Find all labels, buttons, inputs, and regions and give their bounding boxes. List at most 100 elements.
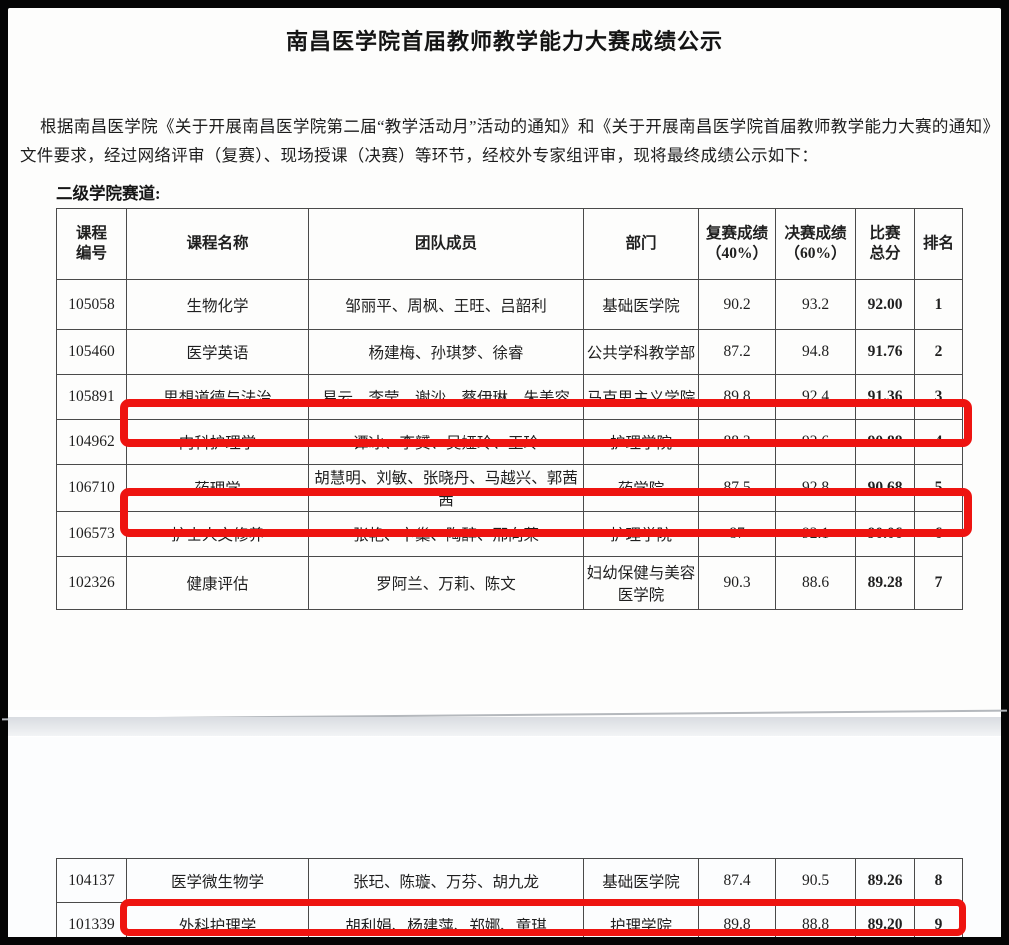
cell-course-name: 健康评估: [126, 556, 309, 610]
cell-dept: 护理学院: [583, 511, 699, 557]
table-row: 102326 健康评估 罗阿兰、万莉、陈文 妇幼保健与美容 医学院 90.3 8…: [56, 556, 963, 610]
table-row-highlighted: 101339 外科护理学 胡利娟、杨建萍、郑娜、童琪 护理学院 89.8 88.…: [56, 902, 963, 937]
cell-prelim-score: 88.3: [698, 419, 776, 465]
cell-rank: 6: [914, 511, 963, 557]
cell-total-score: 90.06: [855, 511, 915, 557]
cell-rank: 2: [914, 329, 963, 375]
cell-course-id: 104962: [56, 419, 127, 465]
header-dept: 部门: [583, 208, 699, 280]
cell-total-score: 91.36: [855, 374, 915, 420]
cell-rank: 1: [914, 279, 963, 330]
cell-team: 易云、李莹、谢沙、蔡伊琳、朱美容: [308, 374, 584, 420]
cell-dept: 妇幼保健与美容 医学院: [583, 556, 699, 610]
cell-prelim-score: 87.5: [698, 464, 776, 512]
cell-dept: 公共学科教学部: [583, 329, 699, 375]
header-final-score: 决赛成绩 （60%）: [775, 208, 856, 280]
cell-total-score: 89.26: [855, 858, 915, 903]
cell-team: 杨建梅、孙琪梦、徐睿: [308, 329, 584, 375]
cell-rank: 4: [914, 419, 963, 465]
page-gap-band: [8, 717, 1001, 736]
table-row: 105058 生物化学 邹丽平、周枫、王旺、吕韶利 基础医学院 90.2 93.…: [56, 279, 963, 330]
table-header-row: 课程 编号 课程名称 团队成员 部门 复赛成绩 （40%） 决赛成绩 （60%）…: [56, 208, 963, 280]
cell-team: 胡利娟、杨建萍、郑娜、童琪: [308, 902, 584, 937]
cell-team: 胡慧明、刘敏、张晓丹、马越兴、郭茜茜: [308, 464, 584, 512]
cell-team: 张玘、陈璇、万芬、胡九龙: [308, 858, 584, 903]
cell-total-score: 92.00: [855, 279, 915, 330]
cell-team: 罗阿兰、万莉、陈文: [308, 556, 584, 610]
table-row: 104137 医学微生物学 张玘、陈璇、万芬、胡九龙 基础医学院 87.4 90…: [56, 858, 963, 903]
cell-final-score: 94.8: [775, 329, 856, 375]
cell-prelim-score: 90.3: [698, 556, 776, 610]
table-row-highlighted: 104962 内科护理学 谭冰、李赟、吴娅玲、王玲 护理学院 88.3 92.6…: [56, 419, 963, 465]
cell-total-score: 89.28: [855, 556, 915, 610]
header-course-id: 课程 编号: [56, 208, 127, 280]
cell-prelim-score: 87.2: [698, 329, 776, 375]
cell-course-id: 104137: [56, 858, 127, 903]
cell-dept: 药学院: [583, 464, 699, 512]
cell-team: 谭冰、李赟、吴娅玲、王玲: [308, 419, 584, 465]
header-team: 团队成员: [308, 208, 584, 280]
cell-course-name: 护士人文修养: [126, 511, 309, 557]
cell-total-score: 90.68: [855, 464, 915, 512]
page-break: [2, 709, 1007, 737]
cell-team: 张艳、卞燊、陶醉、邢向荣: [308, 511, 584, 557]
cell-course-name: 外科护理学: [126, 902, 309, 937]
cell-prelim-score: 87.4: [698, 858, 776, 903]
cell-final-score: 92.1: [775, 511, 856, 557]
cell-prelim-score: 87: [698, 511, 776, 557]
cell-total-score: 91.76: [855, 329, 915, 375]
cell-course-id: 101339: [56, 902, 127, 937]
cell-total-score: 90.88: [855, 419, 915, 465]
cell-course-id: 102326: [56, 556, 127, 610]
cell-final-score: 93.2: [775, 279, 856, 330]
cell-final-score: 92.8: [775, 464, 856, 512]
cell-dept: 基础医学院: [583, 858, 699, 903]
cell-rank: 7: [914, 556, 963, 610]
cell-course-id: 106710: [56, 464, 127, 512]
results-table-continued: 104137 医学微生物学 张玘、陈璇、万芬、胡九龙 基础医学院 87.4 90…: [56, 858, 963, 937]
cell-dept: 马克思主义学院: [583, 374, 699, 420]
cell-dept: 护理学院: [583, 419, 699, 465]
cell-course-id: 106573: [56, 511, 127, 557]
cell-prelim-score: 90.2: [698, 279, 776, 330]
header-rank: 排名: [914, 208, 963, 280]
section-label: 二级学院赛道:: [56, 184, 161, 203]
cell-course-name: 内科护理学: [126, 419, 309, 465]
header-prelim-score: 复赛成绩 （40%）: [698, 208, 776, 280]
cell-rank: 5: [914, 464, 963, 512]
cell-final-score: 92.4: [775, 374, 856, 420]
cell-final-score: 90.5: [775, 858, 856, 903]
cell-course-id: 105891: [56, 374, 127, 420]
table-row: 106710 药理学 胡慧明、刘敏、张晓丹、马越兴、郭茜茜 药学院 87.5 9…: [56, 464, 963, 512]
header-total-score: 比赛 总分: [855, 208, 915, 280]
table-row: 105891 思想道德与法治 易云、李莹、谢沙、蔡伊琳、朱美容 马克思主义学院 …: [56, 374, 963, 420]
cell-rank: 3: [914, 374, 963, 420]
cell-course-name: 生物化学: [126, 279, 309, 330]
cell-team: 邹丽平、周枫、王旺、吕韶利: [308, 279, 584, 330]
cell-rank: 8: [914, 858, 963, 903]
header-course-name: 课程名称: [126, 208, 309, 280]
cell-final-score: 88.6: [775, 556, 856, 610]
cell-course-id: 105058: [56, 279, 127, 330]
cell-course-name: 医学微生物学: [126, 858, 309, 903]
intro-paragraph: 根据南昌医学院《关于开展南昌医学院第二届“教学活动月”活动的通知》和《关于开展南…: [20, 117, 991, 165]
table-row-highlighted: 106573 护士人文修养 张艳、卞燊、陶醉、邢向荣 护理学院 87 92.1 …: [56, 511, 963, 557]
cell-final-score: 88.8: [775, 902, 856, 937]
table-row: 105460 医学英语 杨建梅、孙琪梦、徐睿 公共学科教学部 87.2 94.8…: [56, 329, 963, 375]
cell-course-name: 药理学: [126, 464, 309, 512]
cell-course-name: 医学英语: [126, 329, 309, 375]
cell-prelim-score: 89.8: [698, 902, 776, 937]
cell-prelim-score: 89.8: [698, 374, 776, 420]
cell-dept: 护理学院: [583, 902, 699, 937]
cell-final-score: 92.6: [775, 419, 856, 465]
cell-total-score: 89.20: [855, 902, 915, 937]
cell-dept: 基础医学院: [583, 279, 699, 330]
document-page-2: 104137 医学微生物学 张玘、陈璇、万芬、胡九龙 基础医学院 87.4 90…: [8, 737, 1001, 937]
document-page-1: 南昌医学院首届教师教学能力大赛成绩公示 根据南昌医学院《关于开展南昌医学院第二届…: [8, 8, 1001, 710]
results-table: 课程 编号 课程名称 团队成员 部门 复赛成绩 （40%） 决赛成绩 （60%）…: [56, 208, 963, 610]
page-title: 南昌医学院首届教师教学能力大赛成绩公示: [285, 29, 723, 54]
cell-rank: 9: [914, 902, 963, 937]
cell-course-name: 思想道德与法治: [126, 374, 309, 420]
cell-course-id: 105460: [56, 329, 127, 375]
